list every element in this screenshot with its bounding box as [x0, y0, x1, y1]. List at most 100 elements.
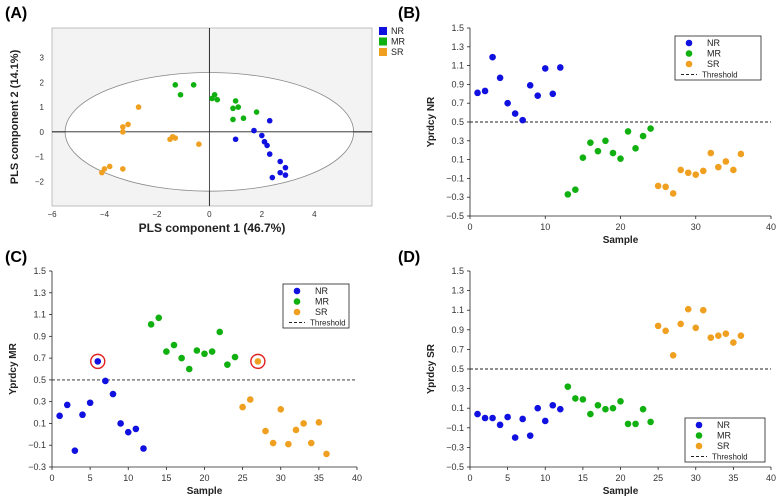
- legend-marker-mr: [293, 298, 301, 305]
- point-nr: [481, 414, 489, 422]
- point-sr: [172, 135, 179, 141]
- point-nr: [504, 413, 511, 421]
- y-tick-label: 0.7: [451, 344, 464, 354]
- point-sr: [654, 182, 662, 190]
- point-nr: [102, 377, 109, 385]
- point-mr: [602, 405, 609, 413]
- y-tick-label: 1.3: [33, 288, 46, 298]
- point-nr: [277, 169, 283, 176]
- x-tick-label: 20: [615, 222, 625, 232]
- highlight-ring: [90, 353, 106, 370]
- point-nr: [124, 428, 132, 436]
- point-nr: [266, 117, 273, 124]
- point-sr: [106, 163, 113, 170]
- y-tick-label: −2: [35, 177, 45, 186]
- x-tick-label: 0: [467, 473, 472, 483]
- x-tick-label: 40: [766, 222, 776, 232]
- point-nr: [526, 82, 534, 89]
- point-mr: [624, 420, 632, 428]
- x-tick-label: 20: [615, 473, 625, 483]
- x-tick-label: 5: [88, 473, 93, 483]
- legend-marker-nr: [293, 287, 301, 295]
- y-tick-label: −0.3: [446, 442, 464, 452]
- x-tick-label: 5: [505, 473, 510, 483]
- point-nr: [277, 158, 283, 165]
- point-nr: [511, 434, 519, 441]
- legend-swatch-mr: [379, 37, 387, 46]
- point-sr: [707, 334, 715, 341]
- point-mr: [209, 95, 215, 102]
- x-tick-label: 25: [653, 473, 663, 483]
- point-mr: [624, 128, 632, 135]
- point-mr: [564, 191, 572, 198]
- x-tick-label: 0: [467, 222, 472, 232]
- point-nr: [86, 399, 94, 407]
- point-sr: [707, 149, 715, 157]
- point-mr: [609, 149, 617, 157]
- point-sr: [120, 124, 126, 130]
- point-sr: [737, 150, 745, 158]
- legend-label: Threshold: [712, 453, 748, 462]
- y-tick-label: 0.3: [451, 384, 464, 394]
- point-mr: [240, 115, 247, 122]
- y-tick-label: −0.5: [446, 462, 464, 472]
- y-tick-label: 1.3: [451, 286, 464, 296]
- point-sr: [125, 121, 131, 128]
- point-nr: [496, 421, 504, 429]
- x-tick-label: 40: [352, 473, 362, 483]
- point-sr: [662, 183, 669, 191]
- point-nr: [94, 358, 102, 365]
- y-tick-label: −0.1: [28, 440, 46, 450]
- point-sr: [99, 169, 105, 176]
- y-tick-label: 3: [40, 54, 45, 63]
- y-axis-label: Yprdcy MR: [8, 342, 19, 394]
- point-sr: [277, 405, 285, 413]
- legend-label: SR: [315, 307, 328, 317]
- panel-b: (B) −0.5 −0.3 −0.1 0.1 0.3 0.5 0.7 0.9 1.1 1.3 1.5 0…: [398, 5, 776, 246]
- point-nr: [63, 401, 71, 409]
- point-mr: [647, 125, 654, 132]
- point-mr: [632, 420, 639, 428]
- point-sr: [654, 322, 662, 330]
- point-mr: [172, 82, 179, 88]
- point-mr: [230, 105, 236, 112]
- y-axis-label: PLS component 2 (14.1%): [9, 49, 21, 184]
- point-nr: [282, 172, 289, 178]
- x-tick-label: 0: [207, 210, 212, 219]
- legend-swatch-sr: [379, 48, 387, 56]
- point-nr: [140, 445, 147, 452]
- point-sr: [307, 439, 315, 447]
- point-mr: [224, 361, 231, 368]
- point-mr: [201, 350, 208, 358]
- point-nr: [489, 53, 496, 61]
- point-nr: [534, 404, 542, 412]
- point-mr: [231, 353, 239, 361]
- x-tick-label: 15: [578, 473, 588, 483]
- point-sr: [677, 320, 684, 328]
- point-mr: [185, 365, 193, 373]
- legend-label: SR: [717, 441, 730, 451]
- y-tick-label: −0.1: [446, 423, 464, 433]
- point-mr: [177, 91, 184, 98]
- y-tick-label: −0.3: [28, 462, 46, 472]
- point-nr: [282, 164, 289, 171]
- point-nr: [132, 425, 140, 433]
- point-nr: [481, 87, 489, 95]
- point-sr: [722, 158, 730, 165]
- legend-marker-sr: [685, 60, 693, 68]
- point-mr: [647, 418, 654, 426]
- legend-label: NR: [391, 26, 404, 36]
- point-mr: [632, 145, 639, 152]
- y-tick-label: 1.5: [451, 23, 464, 33]
- y-tick-label: 0.9: [33, 331, 46, 341]
- panel-d: (D) −0.5 −0.3 −0.1 0.1 0.3 0.5 0.7 0.9 1.1 1.3 1.5 0…: [398, 249, 776, 497]
- point-mr: [163, 348, 170, 355]
- x-tick-label: 10: [123, 473, 133, 483]
- y-tick-label: 0.5: [451, 117, 464, 127]
- point-mr: [594, 401, 602, 409]
- point-sr: [730, 339, 737, 346]
- point-mr: [587, 139, 594, 146]
- point-sr: [135, 104, 142, 110]
- point-mr: [232, 98, 239, 104]
